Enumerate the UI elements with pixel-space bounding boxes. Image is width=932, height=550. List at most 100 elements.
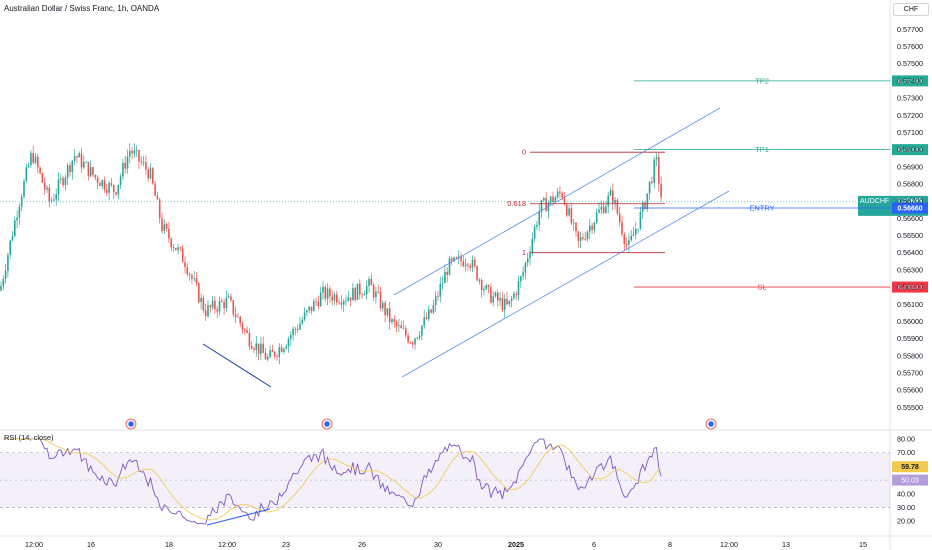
event-icon-dot	[708, 421, 714, 427]
candle	[230, 293, 232, 303]
economic-event-icon[interactable]	[321, 418, 333, 430]
candle-body	[181, 248, 184, 263]
candle-body	[444, 271, 446, 284]
candle-body	[388, 308, 391, 323]
time-tick-label: 30	[434, 540, 442, 549]
candle-body	[566, 204, 568, 216]
candle-body	[87, 162, 90, 177]
candle	[432, 300, 435, 315]
candle	[195, 272, 198, 287]
candle-body	[278, 347, 281, 357]
candle	[110, 178, 113, 188]
level-price-entry: 0.56660	[897, 206, 922, 213]
candle-body	[152, 168, 154, 184]
rsi-ma-tag	[892, 461, 928, 473]
candle	[589, 218, 591, 240]
level-price-sl: 0.56200	[897, 285, 922, 292]
level-tag-entry	[892, 202, 928, 214]
candle-body	[618, 213, 621, 222]
candle	[198, 281, 200, 304]
candle-body	[405, 328, 407, 336]
candle	[94, 174, 97, 181]
candle	[30, 150, 32, 168]
candle-body	[646, 193, 649, 210]
candle	[85, 160, 87, 163]
candle	[175, 247, 177, 251]
price-tick-label: 0.57300	[897, 94, 923, 103]
candle-body	[39, 167, 41, 174]
candle	[227, 293, 230, 299]
candle	[244, 328, 246, 335]
rsi-value-label: 59.78	[901, 464, 919, 471]
candle-body	[110, 183, 113, 186]
candle	[239, 315, 241, 328]
candle-body	[499, 298, 501, 301]
candle-body	[103, 180, 106, 190]
candle	[39, 166, 41, 175]
candle	[563, 192, 566, 206]
candle	[0, 281, 2, 292]
candle-body	[308, 306, 310, 311]
candle-body	[400, 325, 402, 329]
candle-body	[158, 199, 161, 219]
candle-body	[140, 161, 143, 163]
candle-body	[536, 224, 538, 227]
candle-body	[439, 284, 442, 297]
fib-label: 0	[522, 148, 526, 157]
candle	[204, 303, 207, 321]
candle	[520, 275, 522, 288]
candle-body	[570, 208, 573, 224]
candle	[407, 332, 409, 345]
candle	[352, 282, 354, 301]
candle	[271, 344, 274, 353]
candle-body	[393, 319, 396, 322]
candle	[609, 187, 612, 197]
price-tick-label: 0.56700	[897, 197, 923, 206]
candle-body	[299, 323, 301, 330]
candle	[329, 285, 331, 303]
candle	[234, 306, 237, 324]
currency-button[interactable]: CHF	[893, 3, 929, 16]
candle	[7, 252, 9, 277]
candle	[264, 348, 267, 360]
candle	[122, 158, 124, 180]
candle	[225, 290, 228, 312]
candle-body	[227, 296, 230, 298]
economic-event-icon[interactable]	[125, 418, 137, 430]
time-axis: 12:00 16 18 12:00 23 26 30 2025 6 8 12:00 13 15	[25, 540, 867, 549]
candle-body	[379, 292, 382, 309]
candle	[154, 180, 156, 197]
candle	[96, 175, 99, 190]
candle	[393, 314, 396, 329]
candle-body	[639, 211, 642, 229]
candle-body	[211, 300, 214, 308]
price-tick-label: 0.56600	[897, 214, 923, 223]
candle	[296, 324, 299, 333]
candle-body	[78, 153, 80, 158]
candle	[9, 239, 11, 259]
candle-body	[421, 325, 423, 336]
candle-body	[545, 198, 547, 212]
candle-body	[660, 183, 662, 198]
candle-body	[179, 247, 182, 249]
candle	[115, 191, 117, 196]
symbol-label: AUDCHF	[860, 198, 889, 205]
economic-event-icon[interactable]	[705, 418, 717, 430]
candle-body	[333, 294, 336, 301]
candle-body	[313, 301, 315, 312]
rsi-tick-label: 40.00	[897, 489, 915, 498]
candle	[262, 336, 264, 353]
candle-body	[602, 206, 605, 213]
candle-body	[616, 199, 619, 214]
candle	[533, 224, 536, 243]
candle-body	[207, 305, 209, 317]
candle	[428, 305, 430, 322]
candle	[556, 187, 559, 200]
candle-body	[446, 271, 448, 275]
candle	[147, 166, 149, 183]
candle	[547, 200, 550, 219]
candle-body	[432, 305, 435, 313]
candle	[181, 245, 184, 263]
candle	[32, 145, 34, 165]
